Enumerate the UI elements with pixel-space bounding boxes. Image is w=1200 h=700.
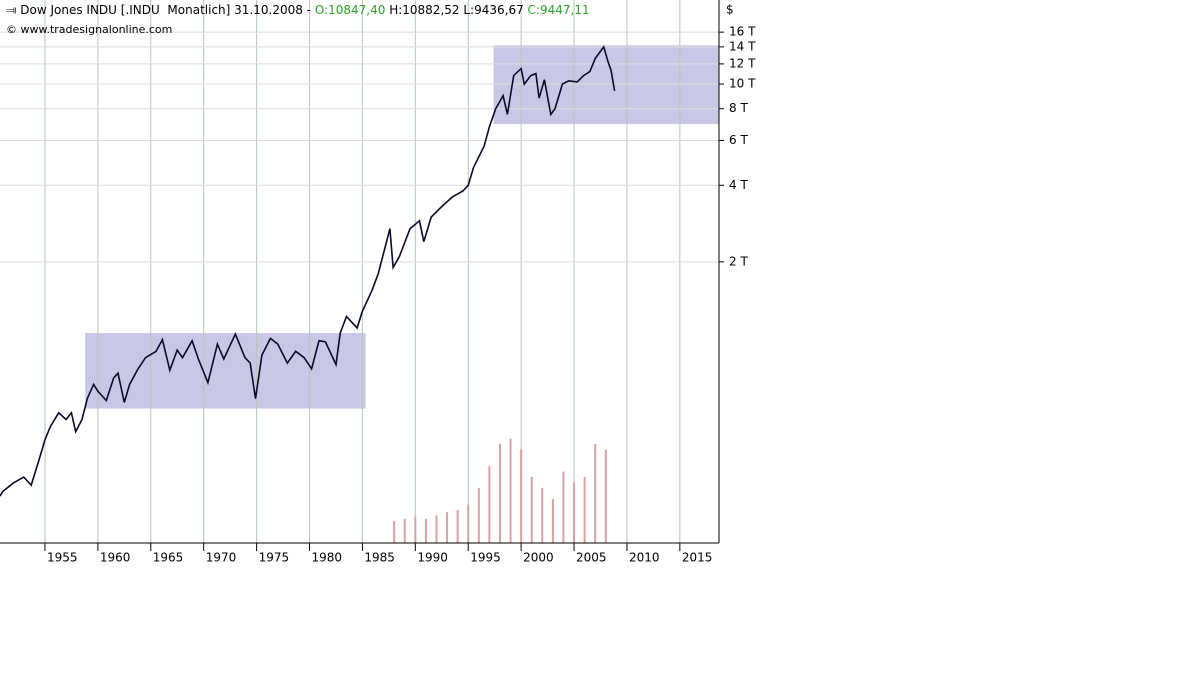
y-tick-label: 6 T bbox=[729, 133, 748, 147]
y-tick-label: 12 T bbox=[729, 56, 756, 70]
x-tick-label: 2005 bbox=[576, 551, 607, 565]
x-tick-label: 1980 bbox=[312, 551, 343, 565]
x-tick-label: 1990 bbox=[417, 551, 448, 565]
icon: ⫥ bbox=[6, 3, 21, 17]
x-tick-label: 1970 bbox=[206, 551, 237, 565]
header: ⫥ Dow Jones INDU [.INDU Monatlich] 31.10… bbox=[6, 3, 590, 18]
y-tick-label: 8 T bbox=[729, 101, 748, 115]
x-tick-label: 1995 bbox=[470, 551, 501, 565]
high: H:10882,52 bbox=[389, 3, 460, 17]
x-tick-label: 2015 bbox=[682, 551, 713, 565]
y-unit: $ bbox=[726, 3, 734, 17]
x-tick-label: 1960 bbox=[100, 551, 131, 565]
x-tick-label: 2010 bbox=[629, 551, 660, 565]
x-tick-label: 1965 bbox=[153, 551, 184, 565]
y-tick-label: 16 T bbox=[729, 25, 756, 39]
range-box bbox=[85, 333, 366, 409]
y-tick-label: 14 T bbox=[729, 39, 756, 53]
x-tick-label: 1975 bbox=[259, 551, 290, 565]
source: © www.tradesignalonline.com bbox=[6, 23, 173, 36]
price-line bbox=[0, 45, 616, 497]
y-tick-label: 10 T bbox=[729, 77, 756, 91]
x-tick-label: 1955 bbox=[47, 551, 78, 565]
y-tick-label: 4 T bbox=[729, 178, 748, 192]
open: O:10847,40 bbox=[314, 3, 386, 17]
x-tick-label: 2000 bbox=[523, 551, 554, 565]
chart-title: Dow Jones INDU [.INDU Monatlich] 31.10.2… bbox=[20, 3, 315, 17]
low: L:9436,67 bbox=[463, 3, 524, 17]
y-tick-label: 2 T bbox=[729, 254, 748, 268]
close: C:9447,11 bbox=[527, 3, 590, 17]
x-tick-label: 1985 bbox=[364, 551, 395, 565]
